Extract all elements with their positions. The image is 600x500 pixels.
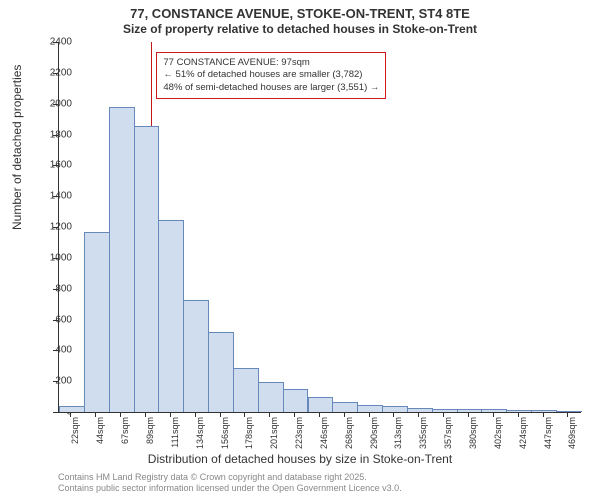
x-tick-label: 313sqm bbox=[393, 417, 403, 457]
x-tick-label: 156sqm bbox=[220, 417, 230, 457]
chart-title-sub: Size of property relative to detached ho… bbox=[0, 22, 600, 36]
x-tick-label: 402sqm bbox=[493, 417, 503, 457]
histogram-bar bbox=[308, 397, 334, 412]
histogram-bar bbox=[506, 410, 532, 412]
x-tick-label: 223sqm bbox=[294, 417, 304, 457]
x-tick-label: 357sqm bbox=[443, 417, 453, 457]
x-tick-label: 44sqm bbox=[95, 417, 105, 457]
callout-line-2: ← 51% of detached houses are smaller (3,… bbox=[163, 69, 379, 81]
x-tick-label: 134sqm bbox=[195, 417, 205, 457]
x-tick-label: 335sqm bbox=[418, 417, 428, 457]
callout-box: 77 CONSTANCE AVENUE: 97sqm ← 51% of deta… bbox=[156, 52, 386, 99]
histogram-bar bbox=[531, 410, 557, 412]
histogram-bar bbox=[208, 332, 234, 412]
x-tick-label: 447sqm bbox=[543, 417, 553, 457]
histogram-bar bbox=[357, 405, 383, 412]
attribution-text: Contains HM Land Registry data © Crown c… bbox=[58, 472, 402, 495]
histogram-bar bbox=[332, 402, 358, 412]
x-tick-label: 201sqm bbox=[269, 417, 279, 457]
x-tick-label: 89sqm bbox=[145, 417, 155, 457]
x-tick-label: 290sqm bbox=[369, 417, 379, 457]
x-tick-label: 67sqm bbox=[120, 417, 130, 457]
histogram-bar bbox=[407, 408, 433, 412]
chart-title-main: 77, CONSTANCE AVENUE, STOKE-ON-TRENT, ST… bbox=[0, 6, 600, 21]
x-tick-label: 424sqm bbox=[518, 417, 528, 457]
attribution-line-1: Contains HM Land Registry data © Crown c… bbox=[58, 472, 402, 483]
histogram-bar bbox=[158, 220, 184, 412]
histogram-bar bbox=[183, 300, 209, 412]
callout-line-1: 77 CONSTANCE AVENUE: 97sqm bbox=[163, 57, 379, 69]
x-tick-label: 268sqm bbox=[344, 417, 354, 457]
attribution-line-2: Contains public sector information licen… bbox=[58, 483, 402, 494]
histogram-bar bbox=[481, 409, 507, 412]
x-tick-label: 246sqm bbox=[319, 417, 329, 457]
histogram-bar bbox=[457, 409, 483, 412]
callout-line-3: 48% of semi-detached houses are larger (… bbox=[163, 82, 379, 94]
histogram-bar bbox=[258, 382, 284, 412]
x-tick-label: 380sqm bbox=[468, 417, 478, 457]
histogram-bar bbox=[233, 368, 259, 412]
x-tick-label: 22sqm bbox=[70, 417, 80, 457]
histogram-bar bbox=[134, 126, 160, 412]
histogram-bar bbox=[283, 389, 309, 412]
histogram-bar bbox=[84, 232, 110, 412]
y-axis-label: Number of detached properties bbox=[10, 65, 24, 230]
histogram-bar bbox=[556, 411, 582, 412]
histogram-bar bbox=[59, 406, 85, 412]
chart-container: 77, CONSTANCE AVENUE, STOKE-ON-TRENT, ST… bbox=[0, 0, 600, 500]
x-tick-label: 178sqm bbox=[244, 417, 254, 457]
histogram-bar bbox=[109, 107, 135, 412]
histogram-bar bbox=[382, 406, 408, 412]
x-tick-label: 469sqm bbox=[567, 417, 577, 457]
x-tick-label: 111sqm bbox=[170, 417, 180, 457]
histogram-bar bbox=[432, 409, 458, 412]
